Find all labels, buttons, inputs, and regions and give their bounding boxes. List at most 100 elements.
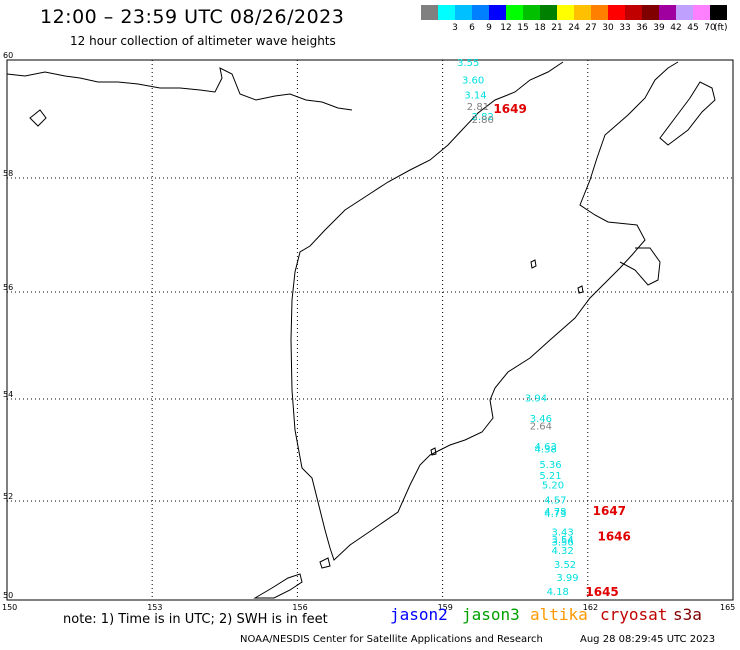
scale-swatch bbox=[472, 5, 489, 20]
east-bay-coast bbox=[619, 247, 661, 286]
scale-swatch bbox=[710, 5, 727, 20]
wave-height-value: 3.56 bbox=[552, 538, 574, 549]
wave-height-value: 3.60 bbox=[462, 76, 484, 87]
scale-tick-label: 3 bbox=[452, 23, 458, 33]
legend-s3a: s3a bbox=[673, 605, 702, 624]
scale-swatch bbox=[676, 5, 693, 20]
wave-height-value: 2.80 bbox=[472, 115, 494, 126]
wave-height-value: 4.78 bbox=[544, 507, 566, 518]
scale-swatch bbox=[574, 5, 591, 20]
scale-tick-label: 36 bbox=[636, 23, 648, 33]
scale-swatch bbox=[693, 5, 710, 20]
scale-tick-label: 9 bbox=[486, 23, 492, 33]
pass-time-label: 1647 bbox=[593, 504, 626, 518]
axis-labels: 60 58 56 54 52 50 150 153 156 159 162 165 bbox=[2, 51, 735, 612]
scale-swatch bbox=[489, 5, 506, 20]
lat-label: 60 bbox=[3, 51, 13, 60]
scale-tick-label: 15 bbox=[517, 23, 529, 33]
lat-label: 52 bbox=[3, 492, 13, 501]
scale-units: (ft) bbox=[714, 23, 728, 33]
wave-height-value: 5.20 bbox=[542, 480, 564, 491]
scale-tick-label: 39 bbox=[653, 23, 665, 33]
scale-tick-label: 24 bbox=[568, 23, 580, 33]
kuril-island-2 bbox=[319, 557, 331, 569]
credit: NOAA/NESDIS Center for Satellite Applica… bbox=[240, 634, 543, 645]
scale-swatch bbox=[642, 5, 659, 20]
wave-height-value: 4.32 bbox=[552, 546, 574, 557]
wave-height-value: 2.81 bbox=[467, 102, 489, 113]
scale-tick-label: 27 bbox=[585, 23, 597, 33]
lat-label: 56 bbox=[3, 283, 13, 292]
scale-swatch bbox=[523, 5, 540, 20]
scale-swatch bbox=[506, 5, 523, 20]
islet-3 bbox=[430, 447, 437, 456]
wave-height-value: 3.46 bbox=[530, 414, 552, 425]
lon-label: 165 bbox=[720, 603, 735, 612]
pass-time-label: 1646 bbox=[597, 530, 630, 544]
generated-timestamp: Aug 28 08:29:45 UTC 2023 bbox=[580, 634, 716, 645]
scale-swatch bbox=[625, 5, 642, 20]
scale-tick-label: 45 bbox=[687, 23, 699, 33]
scale-tick-label: 42 bbox=[670, 23, 682, 33]
scale-swatch bbox=[421, 5, 438, 20]
wave-height-value: 4.18 bbox=[547, 587, 569, 598]
wave-height-value: 4.57 bbox=[544, 495, 566, 506]
lon-label: 153 bbox=[147, 603, 162, 612]
small-islet-north bbox=[29, 109, 47, 127]
legend-altika: altika bbox=[530, 605, 588, 624]
pass-time-labels: 1649 1647 1646 1645 bbox=[493, 102, 630, 599]
islet-1 bbox=[530, 259, 537, 269]
wave-height-value: 5.21 bbox=[539, 471, 561, 482]
karaginsky-island bbox=[659, 81, 716, 146]
pass-time-label: 1645 bbox=[585, 585, 618, 599]
scale-tick-label: 12 bbox=[500, 23, 512, 33]
wave-height-value: 2.82 bbox=[472, 112, 494, 123]
wave-height-value: 5.36 bbox=[539, 460, 561, 471]
legend-jason3: jason3 bbox=[462, 605, 520, 624]
wave-height-value: 3.94 bbox=[525, 394, 547, 405]
map-title: 12:00 – 23:59 UTC 08/26/2023 bbox=[40, 6, 345, 28]
measurement-labels: 3.55 3.60 3.142.812.822.80 3.94 3.462.64 4.63… bbox=[457, 58, 578, 598]
legend-cryosat: cryosat bbox=[600, 605, 668, 624]
scale-tick-label: 30 bbox=[602, 23, 614, 33]
coastline bbox=[6, 61, 716, 599]
wave-height-value: 3.99 bbox=[556, 573, 578, 584]
wave-height-value: 3.54 bbox=[552, 535, 574, 546]
kuril-island-1 bbox=[253, 573, 303, 599]
footer-note: note: 1) Time is in UTC; 2) SWH is in fe… bbox=[63, 612, 328, 627]
scale-tick-label: 18 bbox=[534, 23, 546, 33]
scale-swatch bbox=[557, 5, 574, 20]
graticule bbox=[7, 60, 733, 600]
pass-time-label: 1649 bbox=[493, 102, 526, 116]
wave-height-value: 4.38 bbox=[535, 445, 557, 456]
legend-jason2: jason2 bbox=[390, 605, 448, 624]
map-frame bbox=[6, 59, 734, 601]
lat-label: 50 bbox=[3, 591, 13, 600]
scale-swatch bbox=[659, 5, 676, 20]
scale-tick-label: 70 bbox=[704, 23, 716, 33]
scale-tick-label: 6 bbox=[469, 23, 475, 33]
scale-swatch bbox=[608, 5, 625, 20]
scale-swatch bbox=[540, 5, 557, 20]
islet-2 bbox=[577, 285, 584, 294]
lon-label: 159 bbox=[438, 603, 453, 612]
wave-height-value: 4.73 bbox=[544, 509, 566, 520]
wave-height-value: 3.52 bbox=[554, 560, 576, 571]
okhotsk-north-coast bbox=[6, 67, 353, 111]
lat-label: 54 bbox=[3, 390, 13, 399]
lon-label: 162 bbox=[583, 603, 598, 612]
wave-height-value: 2.64 bbox=[530, 422, 552, 433]
scale-tick-label: 33 bbox=[619, 23, 631, 33]
scale-swatch bbox=[591, 5, 608, 20]
lat-label: 58 bbox=[3, 169, 13, 178]
wave-height-value: 3.43 bbox=[552, 528, 574, 539]
wave-height-value: 3.55 bbox=[457, 58, 479, 69]
lon-label: 150 bbox=[2, 603, 17, 612]
kamchatka-coast bbox=[290, 61, 679, 561]
wave-height-value: 4.63 bbox=[535, 442, 557, 453]
wave-height-value: 3.14 bbox=[464, 90, 486, 101]
scale-tick-label: 21 bbox=[551, 23, 563, 33]
scale-swatch bbox=[455, 5, 472, 20]
scale-swatch bbox=[438, 5, 455, 20]
